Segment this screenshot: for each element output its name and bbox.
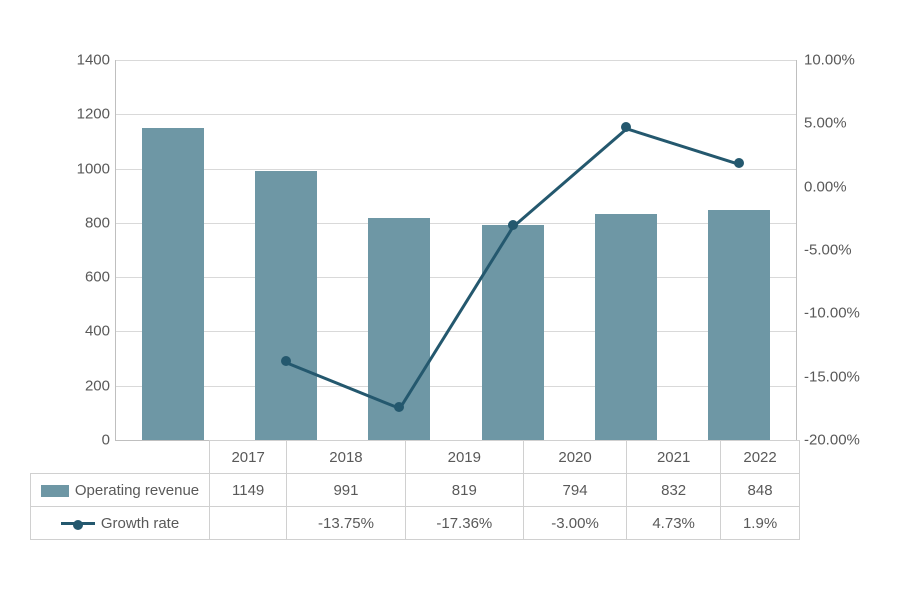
- bar: [708, 210, 770, 440]
- table-row: Operating revenue1149991819794832848: [31, 474, 800, 507]
- year-header: 2019: [405, 441, 523, 474]
- year-header: 2022: [721, 441, 800, 474]
- table-header-row: 201720182019202020212022: [31, 441, 800, 474]
- revenue-cell: 819: [405, 474, 523, 507]
- plot-area: 0200400600800100012001400-20.00%-15.00%-…: [115, 60, 797, 441]
- y1-tick-label: 200: [60, 377, 110, 394]
- bar-swatch-icon: [41, 485, 69, 497]
- revenue-cell: 991: [287, 474, 405, 507]
- y2-tick-label: -10.00%: [804, 305, 874, 322]
- y1-tick-label: 1400: [60, 52, 110, 69]
- gridline: [116, 169, 796, 170]
- year-header: 2018: [287, 441, 405, 474]
- line-segment: [625, 127, 739, 166]
- y2-tick-label: 5.00%: [804, 115, 874, 132]
- bar: [482, 225, 544, 441]
- line-segment: [513, 127, 628, 227]
- growth-cell: -3.00%: [523, 507, 626, 540]
- legend-operating-revenue: Operating revenue: [31, 474, 210, 507]
- line-swatch-icon: [61, 522, 95, 525]
- line-marker: [394, 402, 404, 412]
- bar: [255, 171, 317, 440]
- growth-cell: -13.75%: [287, 507, 405, 540]
- bar: [142, 128, 204, 440]
- y1-tick-label: 600: [60, 269, 110, 286]
- revenue-cell: 794: [523, 474, 626, 507]
- revenue-cell: 832: [627, 474, 721, 507]
- table-row: Growth rate -13.75%-17.36%-3.00%4.73%1.9%: [31, 507, 800, 540]
- year-header: 2020: [523, 441, 626, 474]
- revenue-cell: 1149: [210, 474, 287, 507]
- line-marker: [281, 356, 291, 366]
- growth-cell: 1.9%: [721, 507, 800, 540]
- y1-tick-label: 800: [60, 214, 110, 231]
- table-corner-cell: [31, 441, 210, 474]
- line-marker: [734, 158, 744, 168]
- y1-tick-label: 1000: [60, 160, 110, 177]
- bar: [595, 214, 657, 440]
- year-header: 2021: [627, 441, 721, 474]
- revenue-cell: 848: [721, 474, 800, 507]
- gridline: [116, 331, 796, 332]
- y2-tick-label: 0.00%: [804, 178, 874, 195]
- legend-growth-rate: Growth rate: [31, 507, 210, 540]
- line-marker: [508, 220, 518, 230]
- y2-tick-label: -20.00%: [804, 432, 874, 449]
- y2-tick-label: -15.00%: [804, 368, 874, 385]
- growth-cell: [210, 507, 287, 540]
- chart-container: 0200400600800100012001400-20.00%-15.00%-…: [0, 0, 900, 600]
- growth-cell: -17.36%: [405, 507, 523, 540]
- line-marker: [621, 122, 631, 132]
- gridline: [116, 114, 796, 115]
- growth-cell: 4.73%: [627, 507, 721, 540]
- year-header: 2017: [210, 441, 287, 474]
- data-table: 201720182019202020212022Operating revenu…: [30, 440, 800, 540]
- gridline: [116, 60, 796, 61]
- y2-tick-label: -5.00%: [804, 242, 874, 259]
- gridline: [116, 277, 796, 278]
- y1-tick-label: 400: [60, 323, 110, 340]
- gridline: [116, 223, 796, 224]
- gridline: [116, 386, 796, 387]
- y2-tick-label: 10.00%: [804, 52, 874, 69]
- y1-tick-label: 1200: [60, 106, 110, 123]
